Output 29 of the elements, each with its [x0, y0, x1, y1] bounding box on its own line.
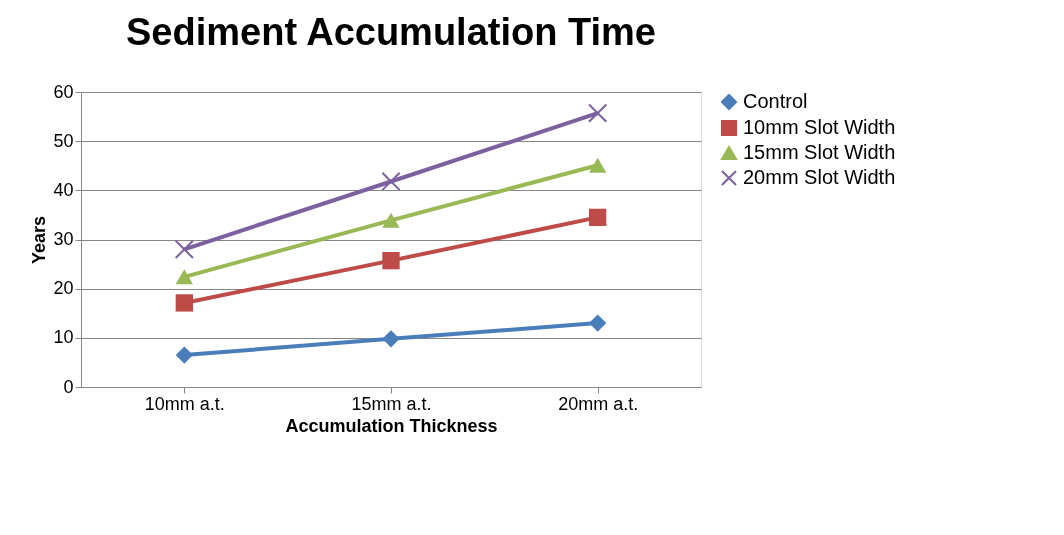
point [382, 212, 400, 228]
legend-label: 20mm Slot Width [743, 166, 896, 188]
legend-label: 15mm Slot Width [743, 141, 896, 163]
y-tick-label: 30 [53, 229, 74, 249]
point [175, 269, 193, 285]
y-tick-label: 20 [53, 278, 74, 299]
legend-label: 10mm Slot Width [743, 116, 896, 138]
x-axis-title: Accumulation Thickness [285, 415, 498, 436]
legend-label: Control [743, 90, 808, 112]
point [175, 294, 193, 312]
point [382, 251, 400, 270]
y-axis-title: Years [29, 215, 50, 265]
x-tick-label: 10mm a.t. [144, 393, 225, 414]
point [381, 171, 401, 192]
x-tick-label: 20mm a.t. [558, 393, 639, 414]
point [382, 330, 400, 348]
point [175, 346, 193, 364]
x-tick-label: 15mm a.t. [351, 393, 432, 414]
point [589, 314, 607, 332]
point [589, 208, 607, 227]
point [174, 239, 194, 259]
y-tick-label: 0 [63, 376, 74, 397]
y-tick-label: 60 [53, 81, 74, 102]
point [589, 157, 607, 173]
y-tick-label: 10 [53, 327, 74, 348]
y-tick-label: 40 [53, 179, 74, 200]
y-tick-label: 50 [53, 130, 74, 151]
point [588, 103, 608, 123]
chart-title: Sediment Accumulation Time [126, 11, 656, 53]
